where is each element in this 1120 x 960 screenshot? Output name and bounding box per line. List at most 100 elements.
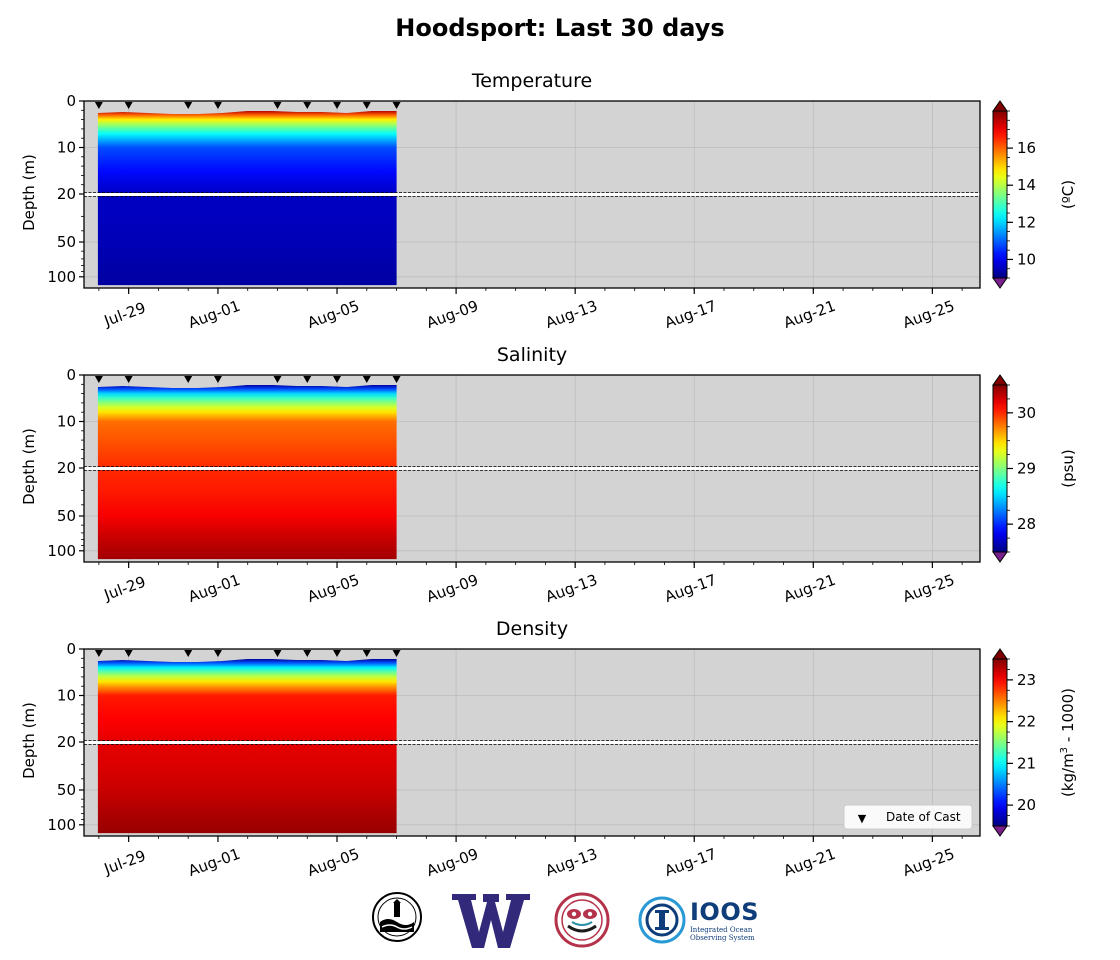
y-tick-label: 100 (47, 816, 76, 834)
panel-temperature: 0 10 20 50 100 Depth (m) Jul-29 Aug-01 Aug-05 Aug… (20, 70, 1077, 332)
cast-marker (94, 102, 103, 109)
y-tick-label: 20 (57, 185, 76, 203)
colorbar-label-unit: (kg/m (1059, 753, 1077, 797)
colorbar-tick-label: 20 (1017, 796, 1036, 814)
x-tick-label: Aug-21 (781, 845, 838, 880)
x-tick-label: Aug-17 (662, 571, 719, 606)
cast-marker (362, 650, 371, 657)
cast-marker (362, 376, 371, 383)
x-tick-label: Aug-13 (543, 571, 600, 606)
colorbar-tick-label: 14 (1017, 176, 1036, 194)
colorbar-tick-label: 22 (1017, 713, 1036, 731)
colorbar-tick-label: 23 (1017, 671, 1036, 689)
cast-marker (392, 650, 401, 657)
panel-title: Density (496, 618, 568, 640)
colorbar-label: (ºC) (1059, 180, 1077, 209)
cast-marker (333, 650, 342, 657)
ioos-name: IOOS (690, 898, 760, 926)
y-tick-label: 100 (47, 268, 76, 286)
x-tick-label: Aug-01 (186, 297, 243, 332)
y-tick-label: 20 (57, 733, 76, 751)
legend-marker: ▼ (858, 812, 867, 825)
panel-density: 0 10 20 50 100 Depth (m) Jul-29 Aug-01 Aug-05 Aug… (20, 618, 1077, 880)
cast-marker (303, 102, 312, 109)
data-field (97, 385, 397, 560)
x-tick-label: Aug-21 (781, 571, 838, 606)
cast-marker (213, 102, 222, 109)
x-tick-label: Jul-29 (101, 847, 148, 879)
y-tick-label: 20 (57, 459, 76, 477)
colorbar-extend-max (992, 648, 1008, 660)
cast-marker (184, 102, 193, 109)
cast-marker (333, 102, 342, 109)
cast-marker (124, 102, 133, 109)
ioos-subtitle: Integrated Ocean Observing System (690, 926, 755, 942)
y-tick-label: 0 (66, 640, 76, 658)
figure-title: Hoodsport: Last 30 days (395, 14, 725, 42)
legend-label: Date of Cast (886, 810, 961, 824)
x-tick-label: Aug-17 (662, 845, 719, 880)
cast-marker (124, 376, 133, 383)
colorbar-label: (kg/m3 - 1000) (1059, 688, 1077, 797)
colorbar-extend-min (992, 825, 1008, 837)
x-tick-label: Aug-05 (305, 297, 362, 332)
cast-marker (392, 376, 401, 383)
colorbar-label-superscript: 3 (1059, 747, 1070, 753)
colorbar (992, 110, 1008, 279)
colorbar-extend-min (992, 277, 1008, 289)
y-tick-label: 0 (66, 366, 76, 384)
cast-marker (303, 650, 312, 657)
y-tick-label: 50 (57, 781, 76, 799)
x-tick-label: Aug-13 (543, 297, 600, 332)
colorbar (992, 658, 1008, 827)
y-tick-label: 10 (57, 139, 76, 157)
data-field (97, 111, 397, 286)
colorbar-tick-label: 28 (1017, 515, 1036, 533)
colorbar-extend-max (992, 374, 1008, 386)
legend: ▼ Date of Cast (843, 804, 973, 830)
x-tick-label: Aug-01 (186, 845, 243, 880)
cast-marker (273, 650, 282, 657)
legend-box (843, 804, 973, 830)
x-tick-label: Aug-09 (424, 845, 481, 880)
x-tick-label: Aug-17 (662, 297, 719, 332)
cast-marker (184, 376, 193, 383)
x-tick-label: Aug-13 (543, 845, 600, 880)
y-axis-label: Depth (m) (20, 154, 38, 231)
colorbar-tick-label: 21 (1017, 754, 1036, 772)
colorbar-extend-min (992, 551, 1008, 563)
panel-salinity: 0 10 20 50 100 Depth (m) Jul-29 Aug-01 Aug-05 Aug… (20, 344, 1077, 606)
data-field (97, 659, 397, 834)
cast-marker (333, 376, 342, 383)
x-tick-label: Aug-09 (424, 297, 481, 332)
cast-marker (362, 102, 371, 109)
colorbar-extend-max (992, 100, 1008, 112)
colorbar-tick-label: 16 (1017, 139, 1036, 157)
cast-marker (303, 376, 312, 383)
y-tick-label: 50 (57, 233, 76, 251)
y-tick-label: 0 (66, 92, 76, 110)
colorbar-tick-label: 30 (1017, 404, 1036, 422)
colorbar-tick-label: 10 (1017, 250, 1036, 268)
colorbar-label-offset: - 1000) (1059, 688, 1077, 747)
y-tick-label: 10 (57, 413, 76, 431)
cast-marker (273, 376, 282, 383)
uw-w-logo-icon (452, 892, 530, 950)
colorbar-tick-label: 29 (1017, 460, 1036, 478)
cast-marker (213, 376, 222, 383)
x-tick-label: Aug-25 (900, 571, 957, 606)
y-axis-label: Depth (m) (20, 702, 38, 779)
x-tick-label: Aug-01 (186, 571, 243, 606)
y-tick-label: 10 (57, 687, 76, 705)
y-tick-label: 50 (57, 507, 76, 525)
cast-marker (273, 102, 282, 109)
colorbar (992, 384, 1008, 553)
cast-marker (184, 650, 193, 657)
y-axis-label: Depth (m) (20, 428, 38, 505)
cast-marker (94, 376, 103, 383)
x-tick-label: Jul-29 (101, 573, 148, 605)
ioos-logo-icon: IOOS Integrated Ocean Observing System (638, 892, 768, 948)
x-tick-label: Jul-29 (101, 299, 148, 331)
cast-marker (392, 102, 401, 109)
